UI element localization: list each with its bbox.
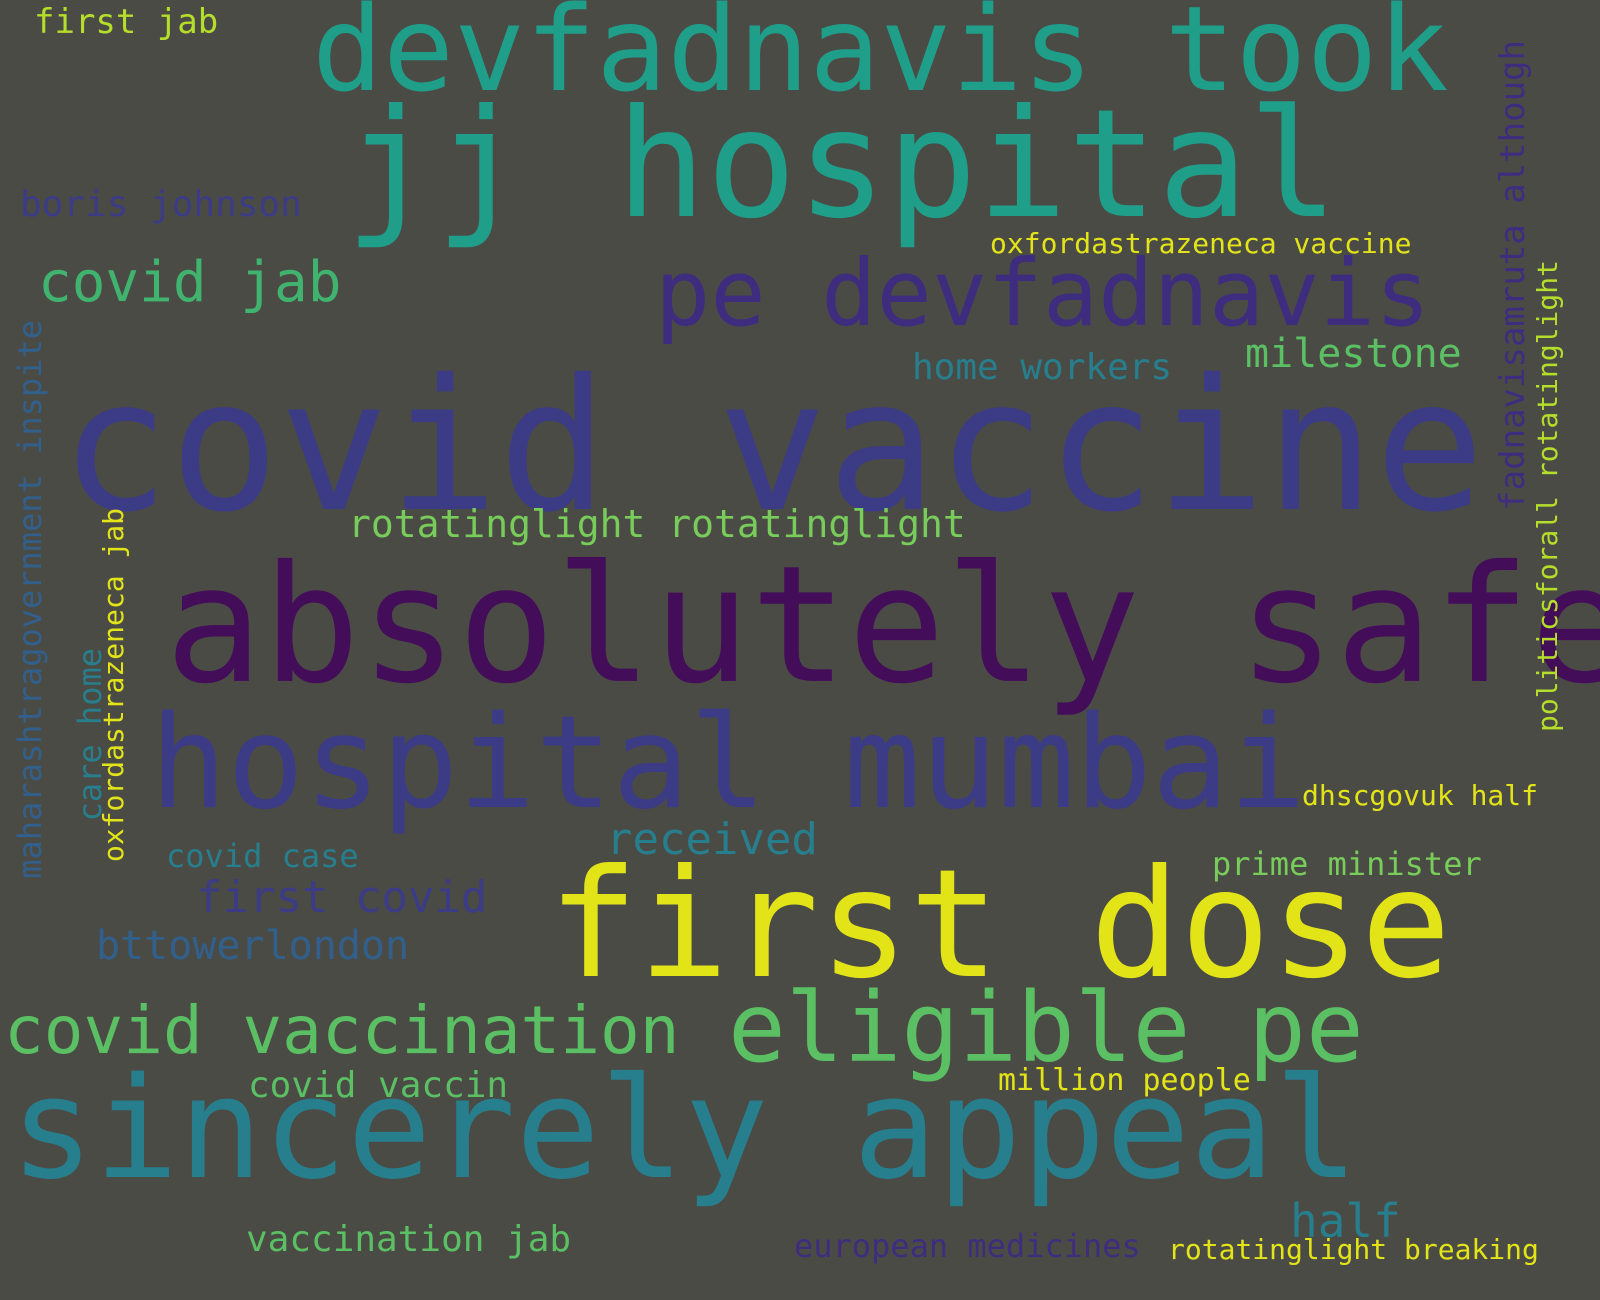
word-million-people: million people bbox=[998, 1063, 1251, 1098]
word-dhscgovuk-half: dhscgovuk half bbox=[1302, 779, 1539, 812]
word-politicsforall-rotatinglight: politicsforall rotatinglight bbox=[1531, 260, 1564, 733]
word-covid-case: covid case bbox=[166, 837, 359, 875]
word-covid-vaccine: covid vaccine bbox=[60, 340, 1485, 552]
word-home-workers: home workers bbox=[912, 347, 1173, 388]
word-vaccination-jab: vaccination jab bbox=[246, 1219, 572, 1260]
word-bttowerlondon: bttowerlondon bbox=[96, 923, 410, 969]
word-fadnavisamruta-although: fadnavisamruta although bbox=[1493, 40, 1533, 511]
word-pe-devfadnavis: pe devfadnavis bbox=[655, 240, 1431, 347]
word-absolutely-safe: absolutely safe bbox=[165, 532, 1600, 720]
word-milestone: milestone bbox=[1245, 331, 1462, 377]
word-first-covid: first covid bbox=[196, 872, 488, 923]
word-oxfordastrazeneca-vaccine: oxfordastrazeneca vaccine bbox=[990, 227, 1412, 260]
word-covid-vaccin: covid vaccin bbox=[248, 1065, 509, 1106]
word-european-medicines: european medicines bbox=[794, 1227, 1141, 1265]
word-received: received bbox=[606, 814, 818, 865]
word-maharashtragovernment-inspite: maharashtragovernment inspite bbox=[11, 320, 49, 879]
word-prime-minister: prime minister bbox=[1212, 845, 1482, 883]
word-boris-johnson: boris johnson bbox=[20, 184, 302, 225]
word-first-dose: first dose bbox=[548, 838, 1452, 1012]
word-covid-jab: covid jab bbox=[38, 250, 342, 315]
word-first-jab: first jab bbox=[34, 2, 219, 42]
word-care-home: care home bbox=[71, 648, 109, 822]
word-rotatinglight-breaking: rotatinglight breaking bbox=[1168, 1233, 1539, 1266]
word-rotatinglight-rotatinglight: rotatinglight rotatinglight bbox=[348, 502, 966, 546]
word-covid-vaccination: covid vaccination bbox=[4, 992, 680, 1069]
word-half: half bbox=[1290, 1194, 1401, 1248]
word-sincerely-appeal: sincerely appeal bbox=[10, 1048, 1359, 1211]
word-devfadnavis-took: devfadnavis took bbox=[312, 0, 1449, 118]
word-eligible-pe: eligible pe bbox=[728, 972, 1364, 1084]
word-hospital-mumbai: hospital mumbai bbox=[150, 689, 1306, 838]
word-jj-hospital: jj hospital bbox=[345, 78, 1339, 252]
